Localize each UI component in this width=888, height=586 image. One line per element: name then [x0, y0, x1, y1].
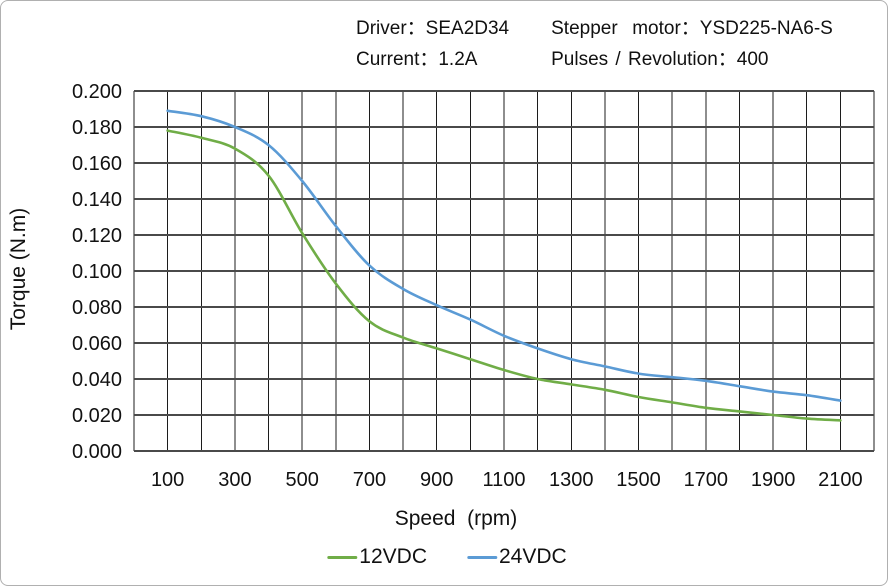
motor-specs-header: Driver：SEA2D34 Stepper motor：YSD225-NA6-…: [356, 15, 833, 73]
x-axis-tick-label: 300: [218, 469, 251, 491]
legend-item-12vdc: 12VDC: [327, 545, 427, 569]
y-axis-tick-label: 0.180: [72, 117, 122, 139]
x-axis-tick-label: 700: [353, 469, 386, 491]
y-axis-tick-label: 0.120: [72, 225, 122, 247]
y-axis-title: Torque (N.m): [7, 207, 30, 331]
legend-swatch-24vdc: [467, 555, 497, 559]
x-axis-tick-label: 1900: [751, 469, 796, 491]
x-axis-tick-label: 500: [285, 469, 318, 491]
legend-swatch-12vdc: [327, 555, 358, 559]
spec-motor: Stepper motor：YSD225-NA6-S: [551, 15, 833, 42]
spec-pulses-value: 400: [736, 49, 769, 70]
x-axis-tick-label: 2100: [818, 469, 863, 491]
x-axis-tick-label: 1500: [616, 469, 661, 491]
x-axis-tick-label: 1100: [482, 469, 525, 491]
series-line-24vdc: [166, 109, 842, 402]
spec-pulses: Pulses / Revolution：400: [551, 46, 833, 73]
x-axis-title: Speed (rpm): [394, 507, 518, 530]
spec-driver-label: Driver：: [356, 18, 426, 39]
legend-label-12vdc: 12VDC: [359, 545, 427, 568]
y-axis-tick-label: 0.140: [72, 189, 122, 211]
y-axis-tick-label: 0.160: [72, 153, 122, 175]
legend-item-24vdc: 24VDC: [467, 545, 567, 569]
legend-label-24vdc: 24VDC: [499, 545, 567, 568]
spec-driver-value: SEA2D34: [425, 18, 510, 39]
spec-motor-label: Stepper motor：: [551, 18, 700, 39]
y-axis-tick-label: 0.200: [72, 81, 122, 103]
y-axis-tick-label: 0.020: [72, 405, 122, 427]
x-axis-tick-label: 100: [151, 469, 184, 491]
y-axis-tick-label: 0.080: [72, 297, 122, 319]
spec-current-value: 1.2A: [438, 49, 478, 70]
spec-current-label: Current：: [356, 49, 439, 70]
y-axis-tick-label: 0.000: [72, 441, 122, 463]
x-axis-tick-label: 900: [420, 469, 453, 491]
spec-pulses-label: Pulses / Revolution：: [551, 49, 737, 70]
y-axis-tick-label: 0.040: [72, 369, 122, 391]
y-axis-tick-label: 0.100: [72, 261, 122, 283]
spec-driver: Driver：SEA2D34: [356, 15, 509, 42]
chart-legend: 12VDC 24VDC: [327, 545, 567, 569]
series-line-12vdc: [166, 129, 842, 422]
x-axis-tick-label: 1300: [549, 469, 594, 491]
spec-current: Current：1.2A: [356, 46, 509, 73]
x-axis-tick-label: 1700: [684, 469, 729, 491]
spec-motor-value: YSD225-NA6-S: [699, 18, 833, 39]
y-axis-tick-label: 0.060: [72, 333, 122, 355]
